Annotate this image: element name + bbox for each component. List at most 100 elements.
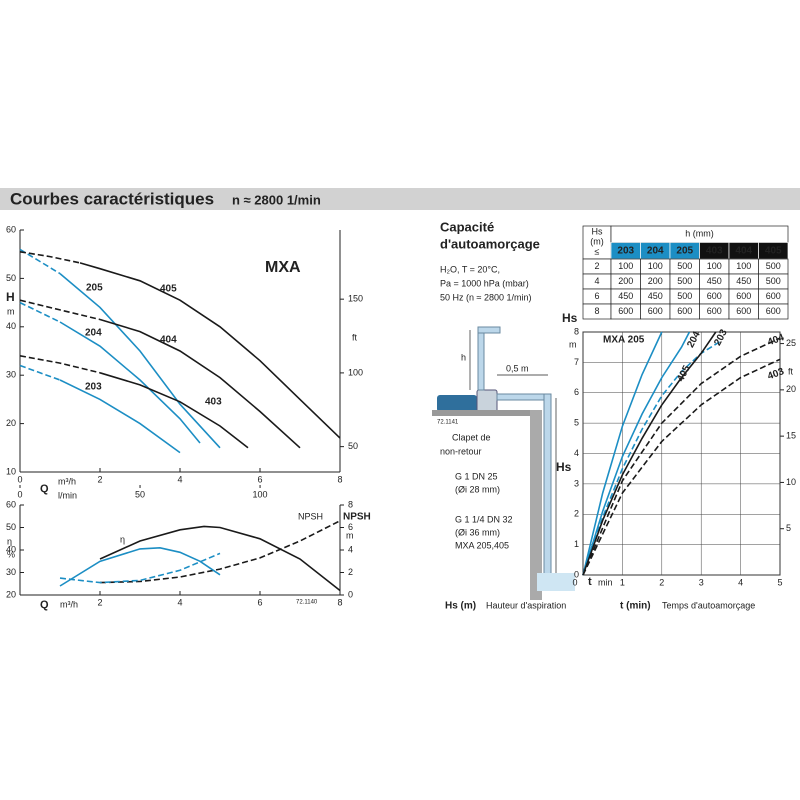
y-tick-label: 40 xyxy=(6,544,16,554)
x-tick-label: 4 xyxy=(177,474,182,484)
y-label: Hs xyxy=(562,311,578,325)
y2-tick-label: 0 xyxy=(348,589,353,599)
curve-label: 403 xyxy=(205,397,222,408)
table-value: 200 xyxy=(648,276,663,286)
table-value: 600 xyxy=(677,306,692,316)
y-tick-label: 60 xyxy=(6,499,16,509)
curve-label: 205 xyxy=(86,283,103,294)
table-value: 500 xyxy=(677,276,692,286)
table-value: 600 xyxy=(766,291,781,301)
table-value: 450 xyxy=(707,276,722,286)
table-value: 200 xyxy=(618,276,633,286)
table-model: 404 xyxy=(735,245,752,256)
x-tick-label: 6 xyxy=(257,597,262,607)
curve xyxy=(582,331,663,576)
table-value: 500 xyxy=(766,261,781,271)
y-label: H xyxy=(6,290,15,304)
y-unit: % xyxy=(7,549,15,559)
dim-label: 0,5 m xyxy=(506,363,529,373)
table-value: 500 xyxy=(766,276,781,286)
table-header: h (mm) xyxy=(685,229,714,239)
curve xyxy=(59,552,221,584)
y2-unit: m xyxy=(346,530,354,540)
y-tick-label: 2 xyxy=(574,509,579,519)
curve xyxy=(59,546,221,587)
wall xyxy=(530,410,542,600)
x-unit: m³/h xyxy=(58,476,76,486)
curve xyxy=(19,364,61,381)
x-tick-label: 2 xyxy=(97,597,102,607)
y-unit: m xyxy=(7,306,15,316)
pipe-label: (Øi 28 mm) xyxy=(455,484,500,494)
y2-tick-label: 50 xyxy=(348,441,358,451)
table-value: 450 xyxy=(648,291,663,301)
curve xyxy=(59,379,181,454)
x-label: t xyxy=(588,576,592,588)
curve xyxy=(19,355,101,374)
table-value: 100 xyxy=(618,261,633,271)
ref: 72.1141 xyxy=(437,420,459,426)
platform xyxy=(432,410,542,416)
curve xyxy=(19,299,101,321)
y-tick-label: 30 xyxy=(6,567,16,577)
annotation: NPSH xyxy=(298,511,323,521)
dim-label: h xyxy=(461,352,466,362)
y2-tick-label: 25 xyxy=(786,338,796,348)
x-tick-label: 0 xyxy=(17,474,22,484)
y2-tick-label: 100 xyxy=(348,367,363,377)
y-tick-label: 4 xyxy=(574,448,579,458)
curve-label: 404 xyxy=(160,335,177,346)
y2-tick-label: 8 xyxy=(348,499,353,509)
y-tick-label: 10 xyxy=(6,466,16,476)
x-tick-label: 8 xyxy=(337,474,342,484)
valve-label: non-retour xyxy=(440,446,482,456)
y-tick-label: 20 xyxy=(6,589,16,599)
y-tick-label: 8 xyxy=(574,326,579,336)
curve-label: 203 xyxy=(712,327,730,347)
annotation: η xyxy=(120,534,125,544)
y2-tick-label: 6 xyxy=(348,522,353,532)
x2-unit: l/min xyxy=(58,490,77,500)
curve xyxy=(99,372,249,449)
diagram-title: d'autoamorçage xyxy=(440,236,540,251)
curve xyxy=(582,331,691,576)
y2-tick-label: 5 xyxy=(786,523,791,533)
table-value: 6 xyxy=(594,291,599,301)
table-value: 600 xyxy=(648,306,663,316)
outlet-pipe xyxy=(477,326,501,334)
header-bar xyxy=(0,188,800,210)
y-tick-label: 0 xyxy=(574,569,579,579)
x-tick-label: 6 xyxy=(257,474,262,484)
x-tick-label: 5 xyxy=(777,577,782,587)
curve-label: 203 xyxy=(85,382,102,393)
curve xyxy=(79,262,341,439)
curve xyxy=(19,301,61,323)
y-unit: m xyxy=(569,339,577,349)
y2-tick-label: 4 xyxy=(348,544,353,554)
y-tick-label: 60 xyxy=(6,224,16,234)
y2-tick-label: 2 xyxy=(348,567,353,577)
table-value: 100 xyxy=(648,261,663,271)
x-unit: min xyxy=(598,577,613,587)
condition: H₂O, T = 20°C, xyxy=(440,264,500,274)
curve-label: 405 xyxy=(160,284,177,295)
x-tick-label: 0 xyxy=(572,577,577,587)
table-corner: (m) xyxy=(590,236,604,246)
curve-label: 404 xyxy=(766,332,786,348)
pipe-label: G 1 DN 25 xyxy=(455,471,498,481)
pipe-label: G 1 1/4 DN 32 xyxy=(455,514,513,524)
table-value: 100 xyxy=(736,261,751,271)
diagram-title: Capacité xyxy=(440,219,494,234)
y2-tick-label: 150 xyxy=(348,294,363,304)
x-tick-label: 3 xyxy=(699,577,704,587)
y-tick-label: 7 xyxy=(574,357,579,367)
condition: Pa = 1000 hPa (mbar) xyxy=(440,278,529,288)
pipe-label: MXA 205,405 xyxy=(455,540,509,550)
table-value: 4 xyxy=(594,276,599,286)
y2-label: NPSH xyxy=(343,512,371,523)
table-model: 405 xyxy=(765,245,782,256)
x-unit: m³/h xyxy=(60,599,78,609)
table-model: 205 xyxy=(676,245,693,256)
chart-title: MXA xyxy=(265,259,301,276)
